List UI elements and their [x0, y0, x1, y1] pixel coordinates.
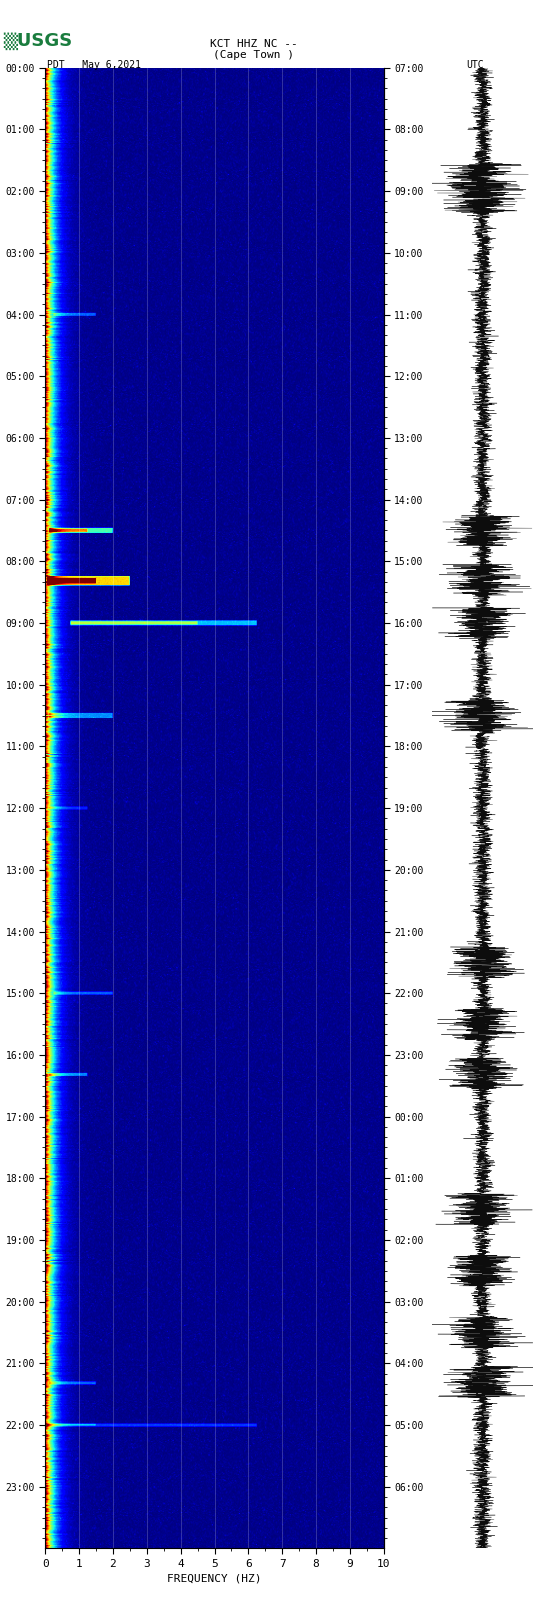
X-axis label: FREQUENCY (HZ): FREQUENCY (HZ) — [167, 1573, 262, 1582]
Text: UTC: UTC — [466, 60, 484, 69]
Text: ▒USGS: ▒USGS — [3, 32, 72, 50]
Text: PDT   May 6,2021: PDT May 6,2021 — [47, 60, 141, 69]
Text: (Cape Town ): (Cape Town ) — [214, 50, 294, 60]
Text: KCT HHZ NC --: KCT HHZ NC -- — [210, 39, 298, 48]
